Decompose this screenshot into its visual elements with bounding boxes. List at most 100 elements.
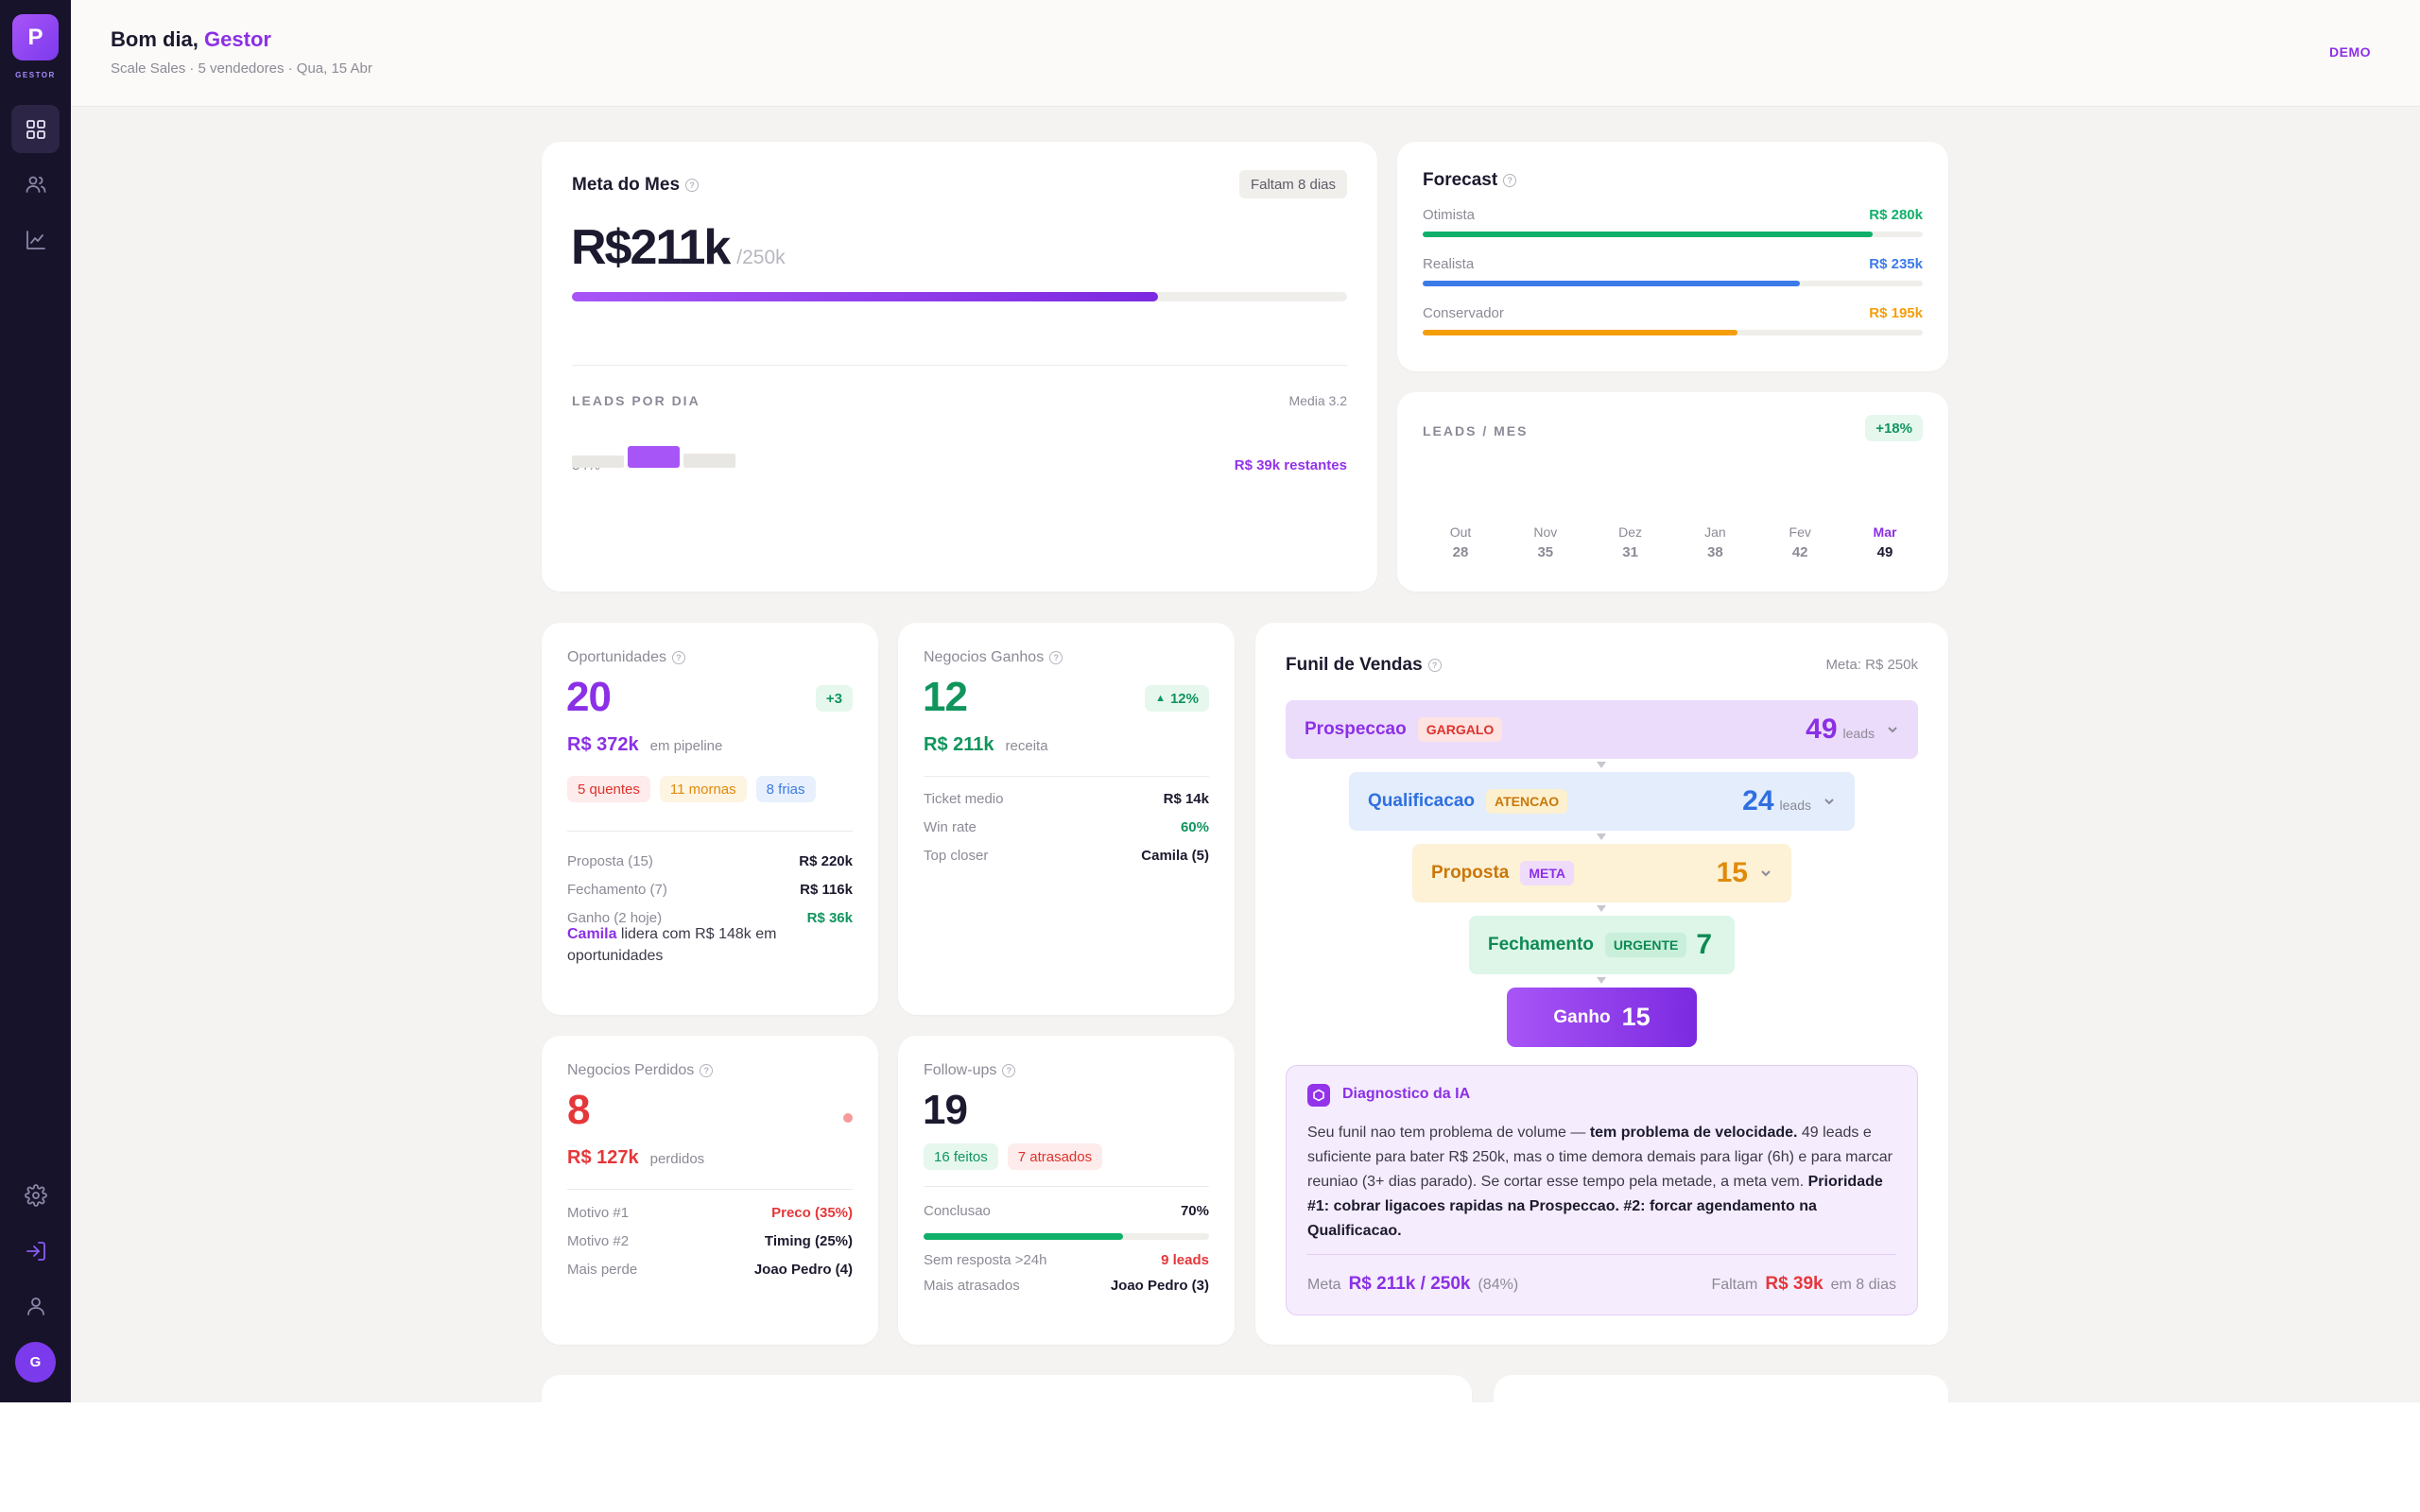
list-item: Sem resposta >24h 9 leads	[924, 1252, 1209, 1268]
row-key: Win rate	[924, 819, 977, 835]
diag-meta-value: R$ 211k / 250k	[1348, 1274, 1471, 1294]
funnel-stage-fechamento[interactable]: Fechamento URGENTE 7	[1469, 916, 1735, 974]
day-bar-today	[628, 446, 680, 468]
nav-team[interactable]	[11, 160, 60, 208]
month-label: Mar	[1873, 524, 1897, 540]
row-key: Motivo #1	[567, 1205, 630, 1221]
forecast-row: Realista R$ 235k	[1423, 256, 1923, 272]
month-value: 28	[1452, 544, 1469, 560]
diag-text-bold: tem problema de velocidade.	[1589, 1125, 1798, 1141]
chevron-down-icon	[1761, 870, 1771, 877]
diag-faltam-days: em 8 dias	[1830, 1277, 1896, 1293]
nav-profile[interactable]	[11, 1281, 60, 1330]
month-label: Nov	[1533, 524, 1558, 540]
days-left-badge: Faltam 8 dias	[1238, 170, 1347, 198]
tag-late[interactable]: 7 atrasados	[1007, 1143, 1103, 1170]
diag-meta: Meta R$ 211k / 250k (84%)	[1307, 1274, 1518, 1295]
avatar[interactable]: G	[15, 1342, 56, 1383]
alert-dot-icon	[843, 1113, 853, 1123]
help-icon[interactable]: ?	[1002, 1064, 1016, 1077]
demo-badge[interactable]: DEMO	[2329, 44, 2371, 60]
row-key: Proposta (15)	[567, 853, 653, 869]
greeting-prefix: Bom dia,	[111, 27, 199, 51]
row-value: Preco (35%)	[771, 1205, 853, 1221]
nav-settings[interactable]	[11, 1171, 60, 1219]
help-icon[interactable]: ?	[1427, 659, 1442, 672]
ai-diagnosis-text: Seu funil nao tem problema de volume — t…	[1307, 1121, 1896, 1244]
stage-count: 24	[1742, 785, 1774, 816]
forecast-track	[1423, 330, 1923, 335]
help-icon[interactable]: ?	[671, 651, 685, 664]
tag-done[interactable]: 16 feitos	[924, 1143, 998, 1170]
meta-title: Meta do Mes?	[572, 175, 700, 196]
greeting: Bom dia, Gestor	[111, 27, 271, 52]
nav-dashboard[interactable]	[11, 105, 60, 153]
funnel-stage-prospeccao[interactable]: Prospeccao GARGALO 49 leads	[1286, 700, 1918, 759]
row-key: Mais perde	[567, 1262, 638, 1278]
diag-faltam-value: R$ 39k	[1765, 1274, 1824, 1294]
perdidos-card: Negocios Perdidos? 8 R$ 127k perdidos Mo…	[542, 1036, 878, 1345]
revenue-row: R$ 211k receita	[924, 734, 1048, 756]
won-label: Ganho	[1553, 1006, 1611, 1027]
tag-hot[interactable]: 5 quentes	[567, 776, 650, 802]
oportunidades-card: Oportunidades? 20 +3 R$ 372k em pipeline…	[542, 623, 878, 1015]
month-label: Out	[1449, 524, 1472, 540]
won-count: 15	[1621, 1003, 1651, 1031]
month-label: Dez	[1618, 524, 1643, 540]
help-icon[interactable]: ?	[685, 179, 700, 192]
list-item: Top closer Camila (5)	[924, 848, 1209, 864]
funnel-stage-qualificacao[interactable]: Qualificacao ATENCAO 24 leads	[1349, 772, 1855, 831]
gear-icon	[24, 1183, 47, 1207]
diag-text-bold: Prioridade #1: cobrar ligacoes rapidas n…	[1307, 1174, 1883, 1239]
month-column: Dez 31	[1593, 524, 1668, 560]
funnel-arrow	[1597, 905, 1606, 912]
meta-progress-fill	[572, 292, 1158, 301]
month-column: Mar 49	[1847, 524, 1923, 560]
month-column: Jan 38	[1677, 524, 1753, 560]
pipeline-value: R$ 372k	[567, 734, 639, 755]
row-key: Fechamento (7)	[567, 882, 667, 898]
row-value: Camila (5)	[1141, 848, 1209, 864]
grid-icon	[26, 119, 45, 139]
ganhos-card: Negocios Ganhos? 12 ▲ 12% R$ 211k receita…	[898, 623, 1235, 1015]
nav-logout[interactable]	[11, 1227, 60, 1275]
logo-caption: GESTOR	[15, 71, 56, 79]
won-stage[interactable]: Ganho 15	[1507, 988, 1697, 1047]
stage-unit: leads	[1779, 798, 1811, 813]
funnel-arrow	[1597, 977, 1606, 984]
row-value: 60%	[1180, 819, 1209, 835]
ganhos-title-text: Negocios Ganhos	[924, 649, 1045, 665]
row-key: Ticket medio	[924, 791, 1004, 807]
forecast-value: R$ 280k	[1869, 207, 1923, 223]
row-value: Joao Pedro (4)	[753, 1262, 853, 1278]
diag-text: Seu funil nao tem problema de volume —	[1307, 1125, 1590, 1141]
help-icon[interactable]: ?	[700, 1064, 714, 1077]
ganhos-rows: Ticket medio R$ 14k Win rate 60% Top close…	[924, 781, 1209, 875]
ai-diagnosis-box: Diagnostico da IA Seu funil nao tem prob…	[1286, 1065, 1918, 1315]
forecast-title: Forecast?	[1423, 170, 1517, 191]
stage-badge: URGENTE	[1604, 933, 1687, 957]
funil-title: Funil de Vendas?	[1286, 655, 1442, 676]
list-item: Mais atrasados Joao Pedro (3)	[924, 1278, 1209, 1294]
nav-reports[interactable]	[11, 215, 60, 264]
leader-name[interactable]: Camila	[567, 926, 617, 942]
tag-warm[interactable]: 11 mornas	[659, 776, 747, 802]
meta-progress-track	[572, 292, 1347, 301]
temperature-tags: 5 quentes 11 mornas 8 frias	[567, 776, 816, 802]
oportunidades-rows: Proposta (15) R$ 220k Fechamento (7) R$ 11…	[567, 835, 853, 930]
ai-diagnosis-title: Diagnostico da IA	[1342, 1086, 1471, 1102]
month-value: 31	[1622, 544, 1638, 560]
help-icon[interactable]: ?	[1049, 651, 1063, 664]
followups-count: 19	[923, 1087, 968, 1133]
help-icon[interactable]: ?	[1503, 174, 1517, 187]
tag-cold[interactable]: 8 frias	[755, 776, 816, 802]
divider	[1307, 1254, 1896, 1255]
stage-name: Qualificacao	[1368, 791, 1475, 811]
diag-faltam-label: Faltam	[1711, 1277, 1758, 1293]
app-logo[interactable]: P	[12, 14, 59, 60]
followup-tags: 16 feitos 7 atrasados	[924, 1143, 1103, 1170]
funnel-stage-proposta[interactable]: Proposta META 15	[1412, 844, 1791, 902]
row-key: Sem resposta >24h	[924, 1252, 1047, 1268]
lower-card-left	[542, 1375, 1472, 1402]
list-item: Win rate 60%	[924, 819, 1209, 835]
